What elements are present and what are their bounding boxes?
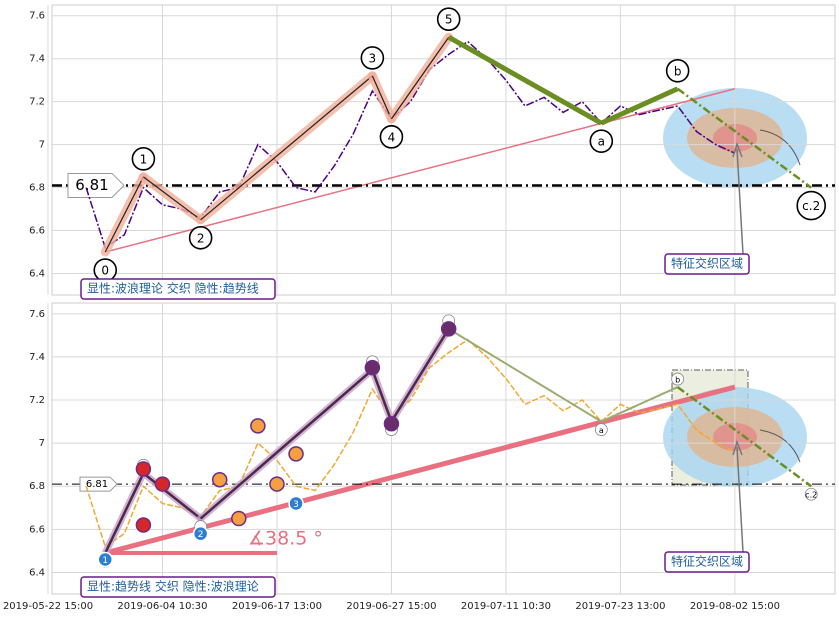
wave-segment xyxy=(371,369,393,422)
note-marker xyxy=(364,359,381,376)
wave-marker-label: 2 xyxy=(198,530,204,540)
wave-label: 1 xyxy=(140,152,148,166)
wave-label: 2 xyxy=(197,231,205,245)
wave-point xyxy=(131,147,156,171)
y-tick-label: 7.2 xyxy=(29,97,45,108)
x-tick-label: 2019-05-22 15:00 xyxy=(3,601,93,612)
wave-point xyxy=(360,46,385,70)
trendline xyxy=(105,88,736,253)
wave-point xyxy=(589,129,614,153)
wave-marker xyxy=(288,495,304,512)
note-marker xyxy=(135,517,152,533)
y-tick-label: 7 xyxy=(39,140,45,151)
x-tick-label: 2019-06-04 10:30 xyxy=(117,601,207,612)
note-marker xyxy=(383,415,400,432)
hline-label: 6.81 xyxy=(75,176,108,194)
wave-segment xyxy=(676,386,812,488)
note-marker xyxy=(269,476,285,492)
wave-point xyxy=(594,423,608,436)
wave-point xyxy=(796,190,827,221)
wave-point xyxy=(665,58,690,83)
wave-segment xyxy=(371,75,392,120)
region-arrow xyxy=(732,141,744,255)
y-tick-label: 6.8 xyxy=(29,481,45,492)
wave-label: b xyxy=(675,376,680,385)
note-marker xyxy=(288,446,304,462)
wave-segment xyxy=(676,87,812,189)
y-tick-label: 7.6 xyxy=(29,11,45,22)
note-marker xyxy=(135,461,152,477)
y-tick-label: 7.6 xyxy=(29,309,45,320)
note-marker xyxy=(231,510,247,527)
wave-segment xyxy=(200,75,373,221)
note-marker xyxy=(211,472,228,488)
wave-point xyxy=(671,372,685,386)
angle-label: ∡38.5 ° xyxy=(248,528,323,550)
panel-frame xyxy=(51,302,836,595)
x-tick-label: 2019-06-17 13:00 xyxy=(232,601,322,612)
wave-label: 0 xyxy=(101,264,109,278)
wave-label: c.2 xyxy=(802,199,820,213)
trendline xyxy=(104,384,736,556)
wave-segment xyxy=(390,36,450,120)
x-tick-label: 2019-08-02 15:00 xyxy=(690,601,780,612)
y-tick-label: 6.8 xyxy=(29,183,45,194)
wave-marker xyxy=(192,525,209,542)
legend-text: 显性:趋势线 交织 隐性:波浪理论 xyxy=(87,579,259,594)
wave-segment xyxy=(143,176,202,221)
wave-point xyxy=(804,487,818,501)
wave-marker-label: 3 xyxy=(293,500,299,510)
wave-label: a xyxy=(598,135,605,149)
wave-marker xyxy=(97,551,113,568)
region-label-box xyxy=(664,551,750,573)
wave-label: 4 xyxy=(388,130,396,144)
y-tick-label: 7 xyxy=(39,438,45,449)
y-tick-label: 7.2 xyxy=(29,395,45,406)
wave-marker-label: 1 xyxy=(102,556,108,566)
legend-box xyxy=(80,576,276,598)
wave-label: b xyxy=(674,64,682,78)
wave-point xyxy=(379,125,404,149)
y-tick-label: 6.6 xyxy=(29,226,45,237)
hline-label-box xyxy=(79,476,118,492)
wave-label: c.2 xyxy=(805,491,817,500)
y-tick-label: 6.4 xyxy=(29,269,45,280)
y-tick-label: 7.4 xyxy=(29,54,45,65)
hline-label: 6.81 xyxy=(86,479,108,490)
wave-point xyxy=(188,226,213,250)
wave-segment xyxy=(447,35,603,126)
wave-segment xyxy=(104,472,145,554)
x-tick-label: 2019-07-11 10:30 xyxy=(461,601,551,612)
wave-segment xyxy=(104,176,144,253)
note-marker xyxy=(440,321,457,337)
y-tick-label: 6.6 xyxy=(29,524,45,535)
wave-label: 5 xyxy=(445,13,453,27)
region-label-box xyxy=(664,253,750,275)
region-label: 特征交织区域 xyxy=(671,256,743,271)
wave-point xyxy=(436,7,461,32)
hline-label-box xyxy=(67,172,125,198)
wave-segment xyxy=(448,328,602,423)
wave-label: a xyxy=(599,426,604,435)
y-tick-label: 7.4 xyxy=(29,352,45,363)
x-tick-label: 2019-06-27 15:00 xyxy=(346,601,436,612)
x-tick-label: 2019-07-23 13:00 xyxy=(575,601,665,612)
region-arrow xyxy=(732,439,744,553)
y-tick-label: 6.4 xyxy=(29,567,45,578)
wave-segment xyxy=(600,86,679,126)
note-marker xyxy=(154,476,171,492)
note-marker xyxy=(250,418,266,434)
legend-text: 显性:波浪理论 交织 隐性:趋势线 xyxy=(87,281,259,296)
wave-segment xyxy=(199,368,374,520)
legend-box xyxy=(80,278,276,300)
wave-segment xyxy=(142,472,202,520)
wave-label: 3 xyxy=(369,51,377,65)
wave-segment xyxy=(600,386,679,423)
wave-segment xyxy=(390,328,450,423)
region-label: 特征交织区域 xyxy=(671,554,743,569)
panel-frame xyxy=(51,4,836,296)
